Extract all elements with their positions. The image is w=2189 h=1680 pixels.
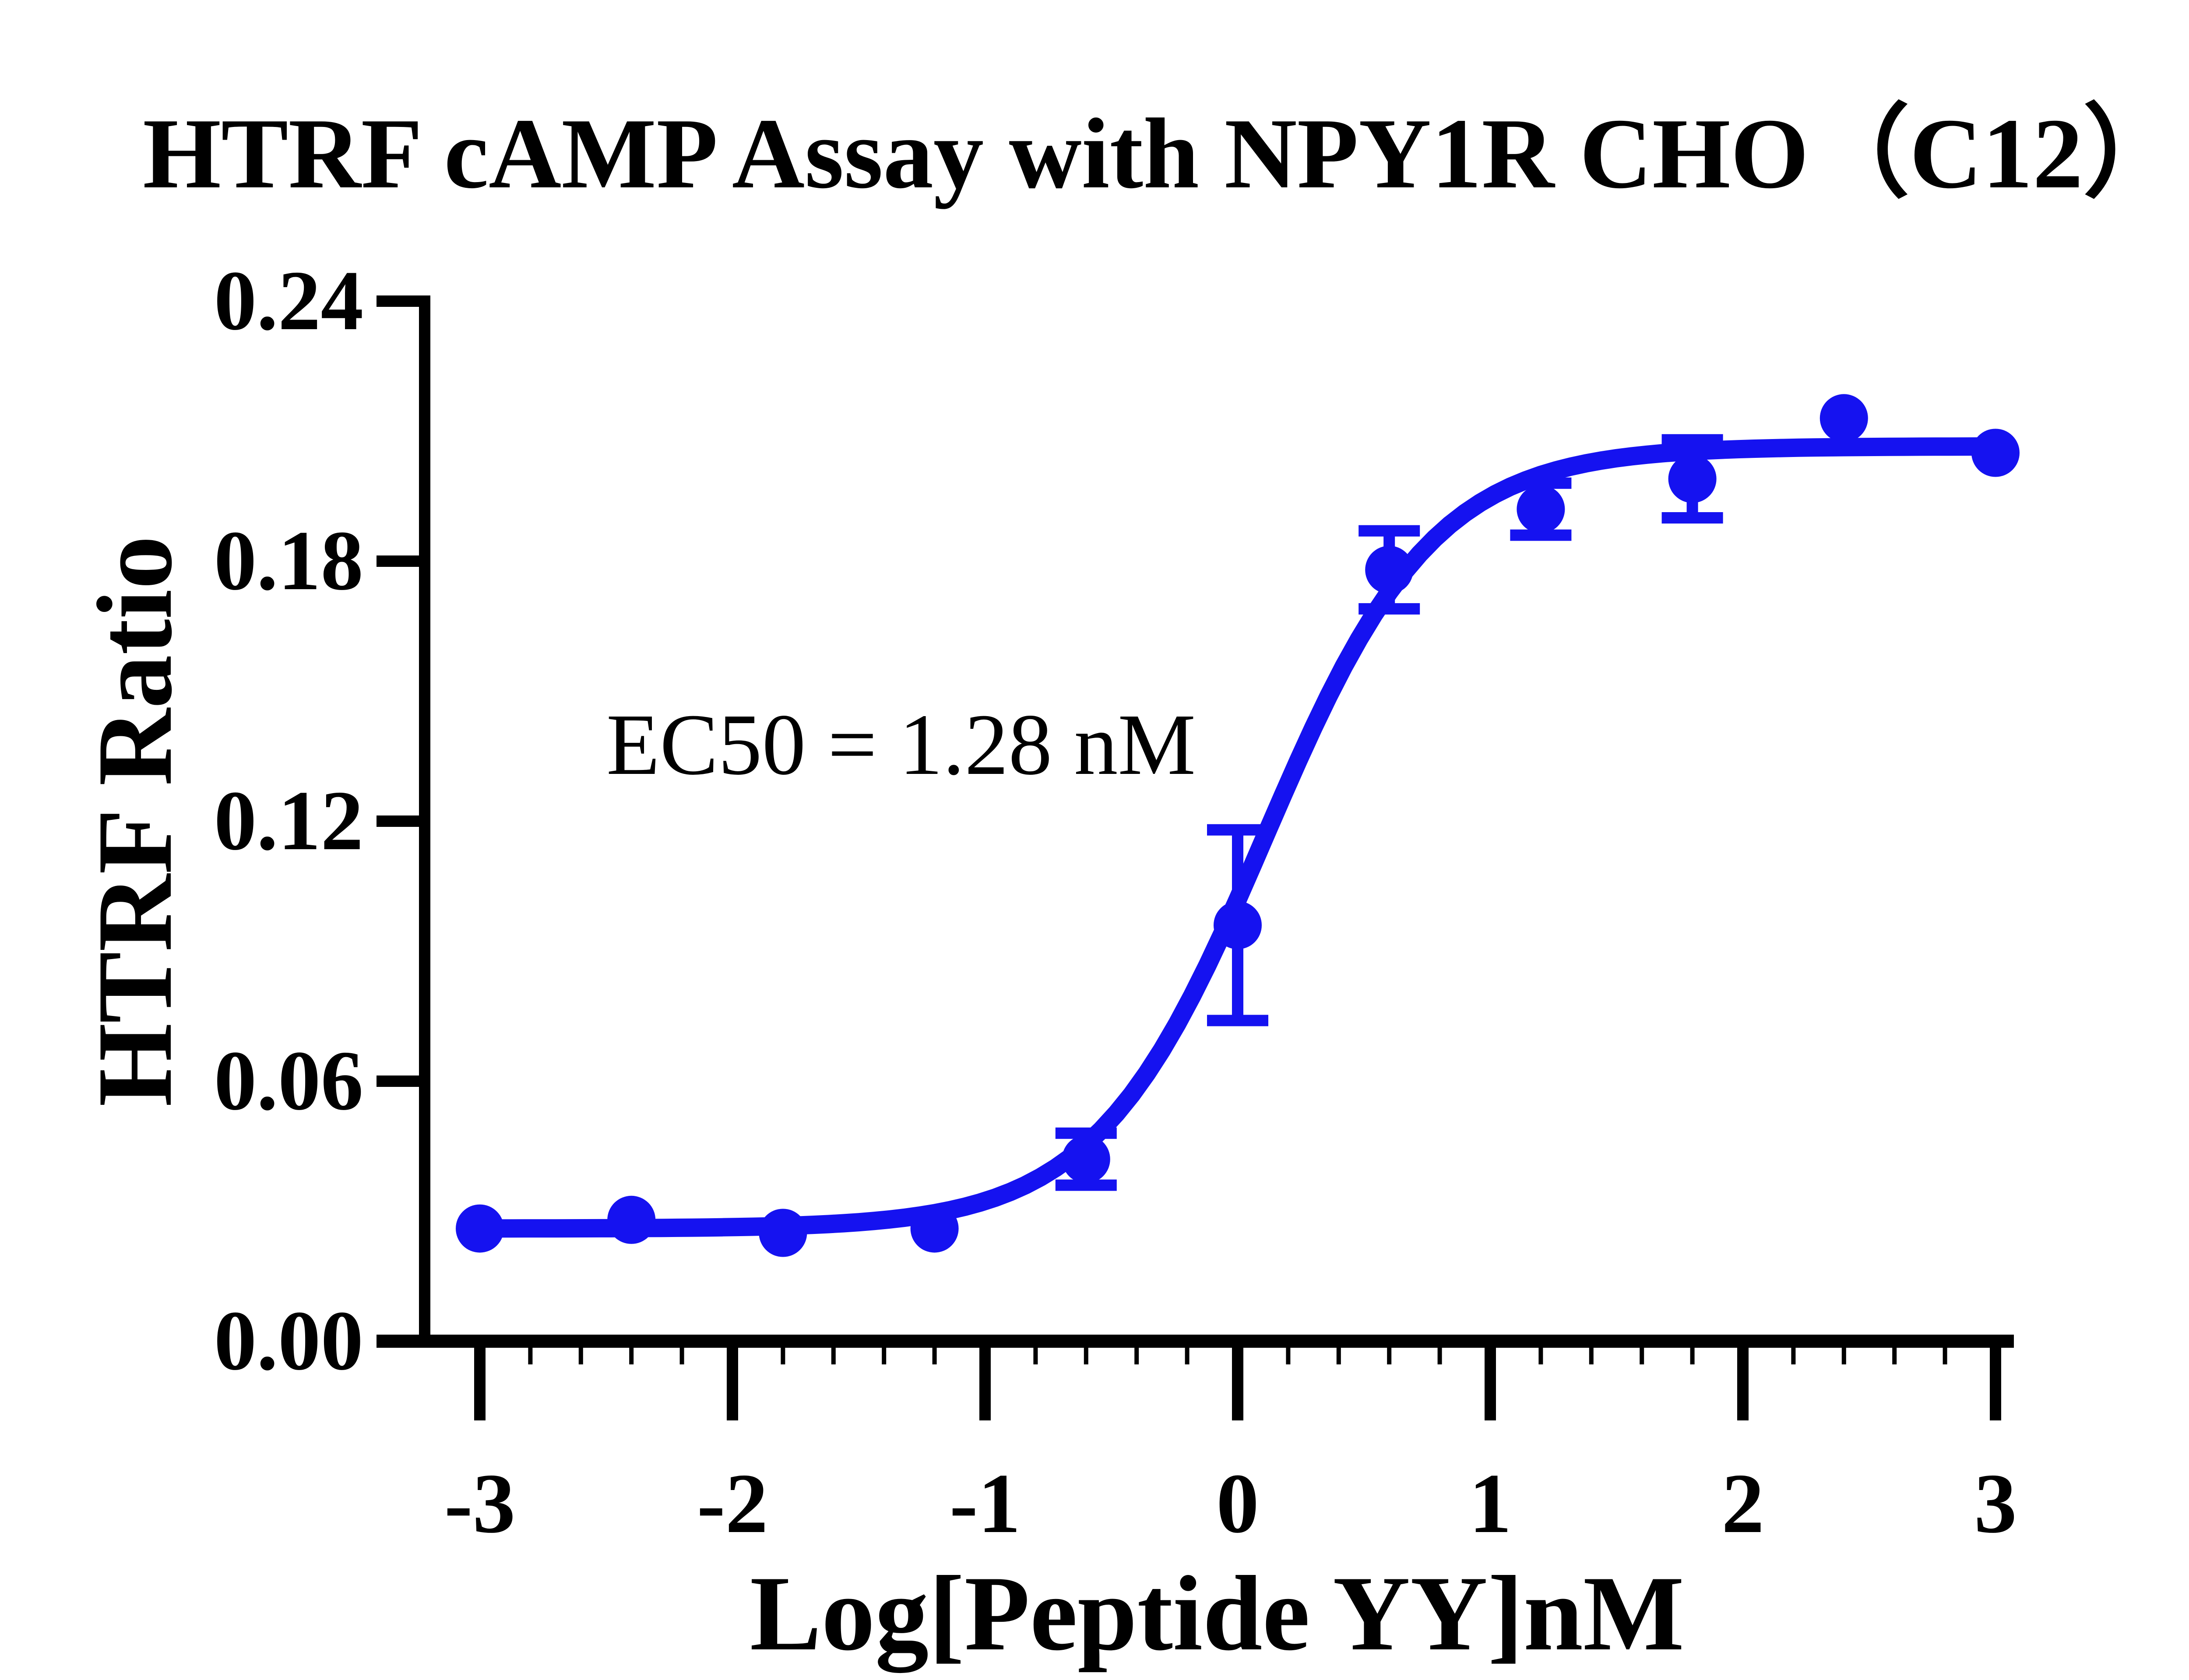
x-minor-tick xyxy=(578,1348,583,1364)
y-axis-label: HTRF Ratio xyxy=(75,536,194,1107)
x-minor-tick xyxy=(1791,1348,1796,1364)
axes-group xyxy=(377,295,2014,1348)
chart-title: HTRF cAMP Assay with NPY1R CHO（C12） xyxy=(143,98,2184,209)
x-axis-label: Log[Peptide YY]nM xyxy=(750,1554,1684,1673)
x-minor-tick xyxy=(831,1348,836,1364)
x-axis-line xyxy=(377,1335,2014,1348)
fit-curve xyxy=(471,437,2005,1238)
x-minor-tick xyxy=(1437,1348,1442,1364)
x-tick xyxy=(1232,1348,1243,1420)
x-minor-tick xyxy=(781,1348,785,1364)
x-minor-tick xyxy=(1589,1348,1594,1364)
x-tick-label: -1 xyxy=(950,1456,1021,1551)
data-point xyxy=(607,1195,656,1244)
x-minor-tick xyxy=(1690,1348,1695,1364)
y-tick xyxy=(377,295,425,307)
x-tick xyxy=(727,1348,738,1420)
x-minor-tick xyxy=(1185,1348,1190,1364)
data-point xyxy=(1062,1135,1110,1184)
fit-curve-group xyxy=(471,437,2005,1238)
x-minor-tick xyxy=(1841,1348,1846,1364)
y-tick-label: 0.12 xyxy=(214,773,363,868)
x-minor-tick xyxy=(882,1348,887,1364)
y-tick-label: 0.24 xyxy=(214,253,363,348)
x-minor-tick xyxy=(1640,1348,1644,1364)
x-tick-label: 3 xyxy=(1974,1456,2017,1551)
x-tick-label: 1 xyxy=(1469,1456,1512,1551)
data-points-group xyxy=(456,394,2020,1257)
data-point xyxy=(910,1204,959,1253)
x-minor-tick xyxy=(1538,1348,1543,1364)
x-minor-tick xyxy=(679,1348,684,1364)
x-tick xyxy=(1485,1348,1496,1420)
x-tick xyxy=(474,1348,486,1420)
x-tick xyxy=(1990,1348,2001,1420)
data-point xyxy=(759,1209,807,1257)
x-minor-tick xyxy=(1134,1348,1139,1364)
x-tick xyxy=(1737,1348,1749,1420)
ticks-group xyxy=(377,295,2001,1420)
ec50-annotation: EC50 = 1.28 nM xyxy=(606,696,1196,793)
x-minor-tick xyxy=(1336,1348,1341,1364)
data-point xyxy=(1517,485,1565,534)
y-tick-label: 0.18 xyxy=(214,513,363,608)
data-point xyxy=(1971,429,2020,477)
x-tick-label: -2 xyxy=(697,1456,768,1551)
data-point xyxy=(456,1204,504,1253)
x-minor-tick xyxy=(1387,1348,1392,1364)
x-minor-tick xyxy=(629,1348,634,1364)
y-tick xyxy=(377,1075,425,1087)
x-minor-tick xyxy=(1286,1348,1291,1364)
x-minor-tick xyxy=(932,1348,937,1364)
data-point xyxy=(1668,454,1717,503)
error-bar-cap-bottom xyxy=(1207,1015,1268,1026)
x-minor-tick xyxy=(528,1348,533,1364)
y-tick-label: 0.06 xyxy=(214,1033,363,1128)
data-point xyxy=(1214,901,1262,949)
x-tick-label: -3 xyxy=(444,1456,515,1551)
x-minor-tick xyxy=(1943,1348,1947,1364)
x-minor-tick xyxy=(1892,1348,1897,1364)
x-tick xyxy=(979,1348,991,1420)
data-point xyxy=(1819,394,1868,443)
y-tick-label: 0.00 xyxy=(214,1293,363,1388)
x-minor-tick xyxy=(1033,1348,1038,1364)
x-tick-label: 2 xyxy=(1721,1456,1764,1551)
x-tick-label: 0 xyxy=(1216,1456,1259,1551)
error-bar-cap-bottom xyxy=(1661,512,1723,524)
x-minor-tick xyxy=(1084,1348,1088,1364)
error-bar-cap-top xyxy=(1358,525,1420,537)
data-point xyxy=(1365,545,1414,594)
tick-labels-group: 0.00 0.06 0.12 0.18 0.24 -3 -2 -1 0 1 2 3 xyxy=(214,253,2017,1551)
y-tick xyxy=(377,555,425,567)
y-tick xyxy=(377,815,425,827)
